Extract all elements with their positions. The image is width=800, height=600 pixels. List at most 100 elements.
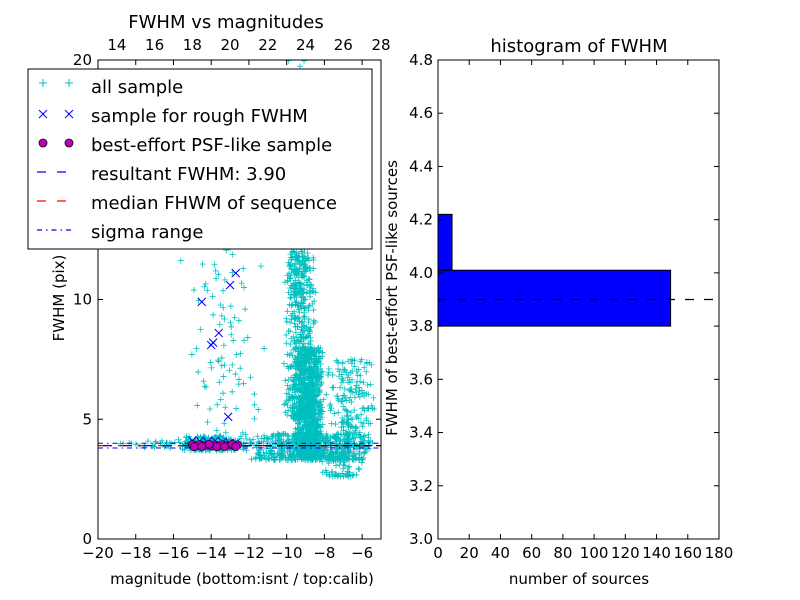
- plus-point: [237, 433, 244, 440]
- plus-point: [292, 329, 299, 336]
- plus-point: [272, 441, 279, 448]
- plus-point: [305, 303, 312, 310]
- plus-point: [151, 443, 158, 450]
- legend-box: [27, 68, 373, 250]
- plus-point: [310, 420, 317, 427]
- plus-point: [307, 345, 314, 352]
- plus-point: [311, 408, 318, 415]
- plus-point: [300, 402, 307, 409]
- plus-point: [220, 287, 227, 294]
- top-tick-label: 18: [183, 36, 202, 54]
- plus-point: [306, 293, 313, 300]
- plus-point: [279, 452, 286, 459]
- plus-point: [339, 360, 346, 367]
- legend-item-median-fwhm: median FHWM of sequence: [37, 193, 337, 214]
- plus-point: [359, 423, 366, 430]
- plus-point: [298, 320, 305, 327]
- plus-point: [361, 389, 368, 396]
- plus-point: [226, 367, 233, 374]
- plus-point: [340, 377, 347, 384]
- plus-point: [207, 359, 214, 366]
- x-tick-label: −6: [351, 544, 373, 562]
- plus-point: [326, 471, 333, 478]
- plus-point: [335, 472, 342, 479]
- plus-point: [323, 391, 330, 398]
- plus-point: [328, 420, 335, 427]
- y-tick-label: 3.8: [409, 317, 433, 335]
- plus-point: [175, 436, 182, 443]
- plus-point: [203, 383, 210, 390]
- plus-point: [292, 315, 299, 322]
- plus-point: [304, 357, 311, 364]
- plus-point: [244, 334, 251, 341]
- plus-point: [302, 367, 309, 374]
- plus-point: [218, 362, 225, 369]
- plus-point: [299, 445, 306, 452]
- plus-point: [218, 354, 225, 361]
- plus-point: [319, 469, 326, 476]
- plus-point: [308, 450, 315, 457]
- left-bottom-axis: −20 −18 −16 −14 −12 −10 −8 −6: [82, 60, 373, 562]
- plus-point: [335, 366, 342, 373]
- plus-point: [344, 450, 351, 457]
- circle-marker-icon: [38, 138, 74, 148]
- plus-point: [181, 443, 188, 450]
- plus-point: [297, 287, 304, 294]
- plus-point: [304, 333, 311, 340]
- plus-point: [319, 408, 326, 415]
- plus-point: [238, 280, 245, 287]
- plus-point: [316, 355, 323, 362]
- histogram-bars: [437, 213, 672, 327]
- plus-point: [330, 457, 337, 464]
- plus-point: [254, 433, 261, 440]
- plus-point: [291, 374, 298, 381]
- plus-marker-icon: [39, 79, 73, 87]
- plus-point: [343, 416, 350, 423]
- plus-point: [285, 328, 292, 335]
- y-tick-label: 4.4: [409, 157, 433, 175]
- plus-point: [347, 388, 354, 395]
- plus-point: [310, 306, 317, 313]
- y-tick-label: 20: [73, 51, 92, 69]
- plus-point: [253, 454, 260, 461]
- plus-point: [229, 251, 236, 258]
- plus-point: [300, 286, 307, 293]
- circle-point: [220, 442, 229, 451]
- y-tick-label: 5: [82, 410, 92, 428]
- plus-point: [320, 396, 327, 403]
- plus-point: [306, 454, 313, 461]
- plus-point: [326, 473, 333, 480]
- plus-point: [252, 455, 259, 462]
- plus-point: [316, 348, 323, 355]
- plus-point: [217, 396, 224, 403]
- plus-point: [261, 345, 268, 352]
- plus-point: [283, 390, 290, 397]
- plus-point: [287, 275, 294, 282]
- plus-point: [357, 372, 364, 379]
- plus-point: [247, 374, 254, 381]
- plus-point: [307, 392, 314, 399]
- plus-point: [291, 308, 298, 315]
- plus-point: [306, 391, 313, 398]
- plus-point: [332, 421, 339, 428]
- circle-point: [212, 442, 222, 452]
- plus-point: [300, 265, 307, 272]
- plus-point: [350, 435, 357, 442]
- plus-point: [333, 393, 340, 400]
- plus-point: [349, 367, 356, 374]
- plus-point: [308, 438, 315, 445]
- plus-point: [311, 421, 318, 428]
- plus-point: [270, 431, 277, 438]
- plus-point: [317, 373, 324, 380]
- plus-point: [352, 385, 359, 392]
- plus-point: [255, 438, 262, 445]
- plus-point: [354, 372, 361, 379]
- plus-point: [291, 320, 298, 327]
- plus-point: [343, 369, 350, 376]
- plus-point: [326, 452, 333, 459]
- plus-point: [347, 356, 354, 363]
- plus-point: [294, 372, 301, 379]
- x-tick-label: 100: [580, 544, 609, 562]
- plus-point: [296, 377, 303, 384]
- plus-point: [297, 365, 304, 372]
